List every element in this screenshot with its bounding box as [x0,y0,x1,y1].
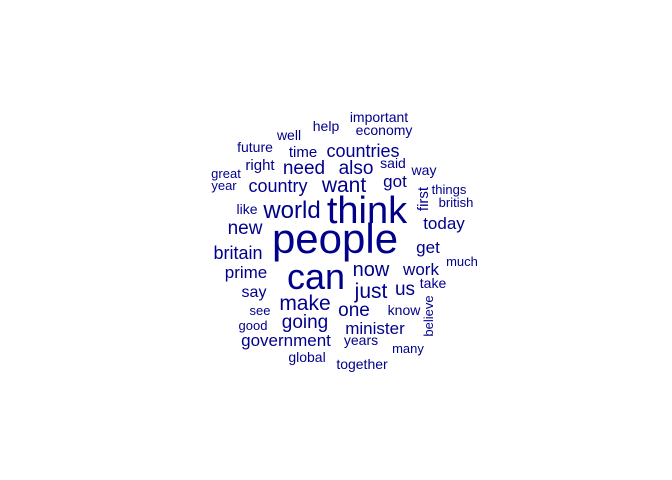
cloud-word-just: just [354,280,388,303]
cloud-word-many: many [392,341,424,356]
cloud-word-years: years [344,332,378,348]
cloud-word-see: see [250,303,271,318]
cloud-word-believe: believe [421,295,436,336]
cloud-word-first: first [415,186,432,211]
cloud-word-future: future [237,139,273,155]
cloud-word-global: global [288,349,325,365]
cloud-word-one: one [338,300,370,321]
cloud-word-think: think [327,190,408,232]
cloud-word-country: country [248,176,307,196]
cloud-word-year: year [211,178,237,193]
cloud-word-countries: countries [326,141,399,161]
cloud-word-like: like [236,201,257,217]
cloud-word-together: together [336,356,388,372]
cloud-word-got: got [383,172,407,191]
cloud-word-help: help [313,118,340,134]
cloud-word-get: get [416,238,440,257]
cloud-word-want: want [321,174,367,197]
cloud-word-people: people [272,215,398,262]
cloud-word-much: much [446,254,478,269]
cloud-word-government: government [241,331,331,350]
cloud-word-say: say [242,284,267,301]
cloud-word-great: great [211,166,241,181]
cloud-word-can: can [287,256,345,297]
cloud-word-work: work [402,260,439,279]
cloud-word-good: good [239,318,268,333]
cloud-word-things: things [432,182,467,197]
cloud-word-make: make [279,292,330,315]
cloud-word-time: time [289,144,317,161]
cloud-word-now: now [353,259,390,281]
cloud-word-way: way [411,162,437,178]
cloud-word-today: today [423,214,465,233]
cloud-word-need: need [283,158,325,179]
cloud-word-also: also [339,158,374,179]
cloud-word-britain: britain [213,243,262,263]
cloud-word-minister: minister [345,319,405,338]
cloud-word-british: british [439,195,474,210]
cloud-word-well: well [276,127,301,143]
cloud-word-economy: economy [356,122,413,138]
cloud-word-world: world [262,197,320,224]
cloud-word-new: new [228,218,263,239]
cloud-word-going: going [282,312,329,333]
cloud-word-prime: prime [225,263,268,282]
cloud-word-us: us [395,279,415,300]
cloud-word-right: right [245,157,275,174]
cloud-word-know: know [388,302,422,318]
cloud-word-said: said [380,155,406,171]
cloud-word-important: important [350,109,408,125]
cloud-word-take: take [420,275,447,291]
